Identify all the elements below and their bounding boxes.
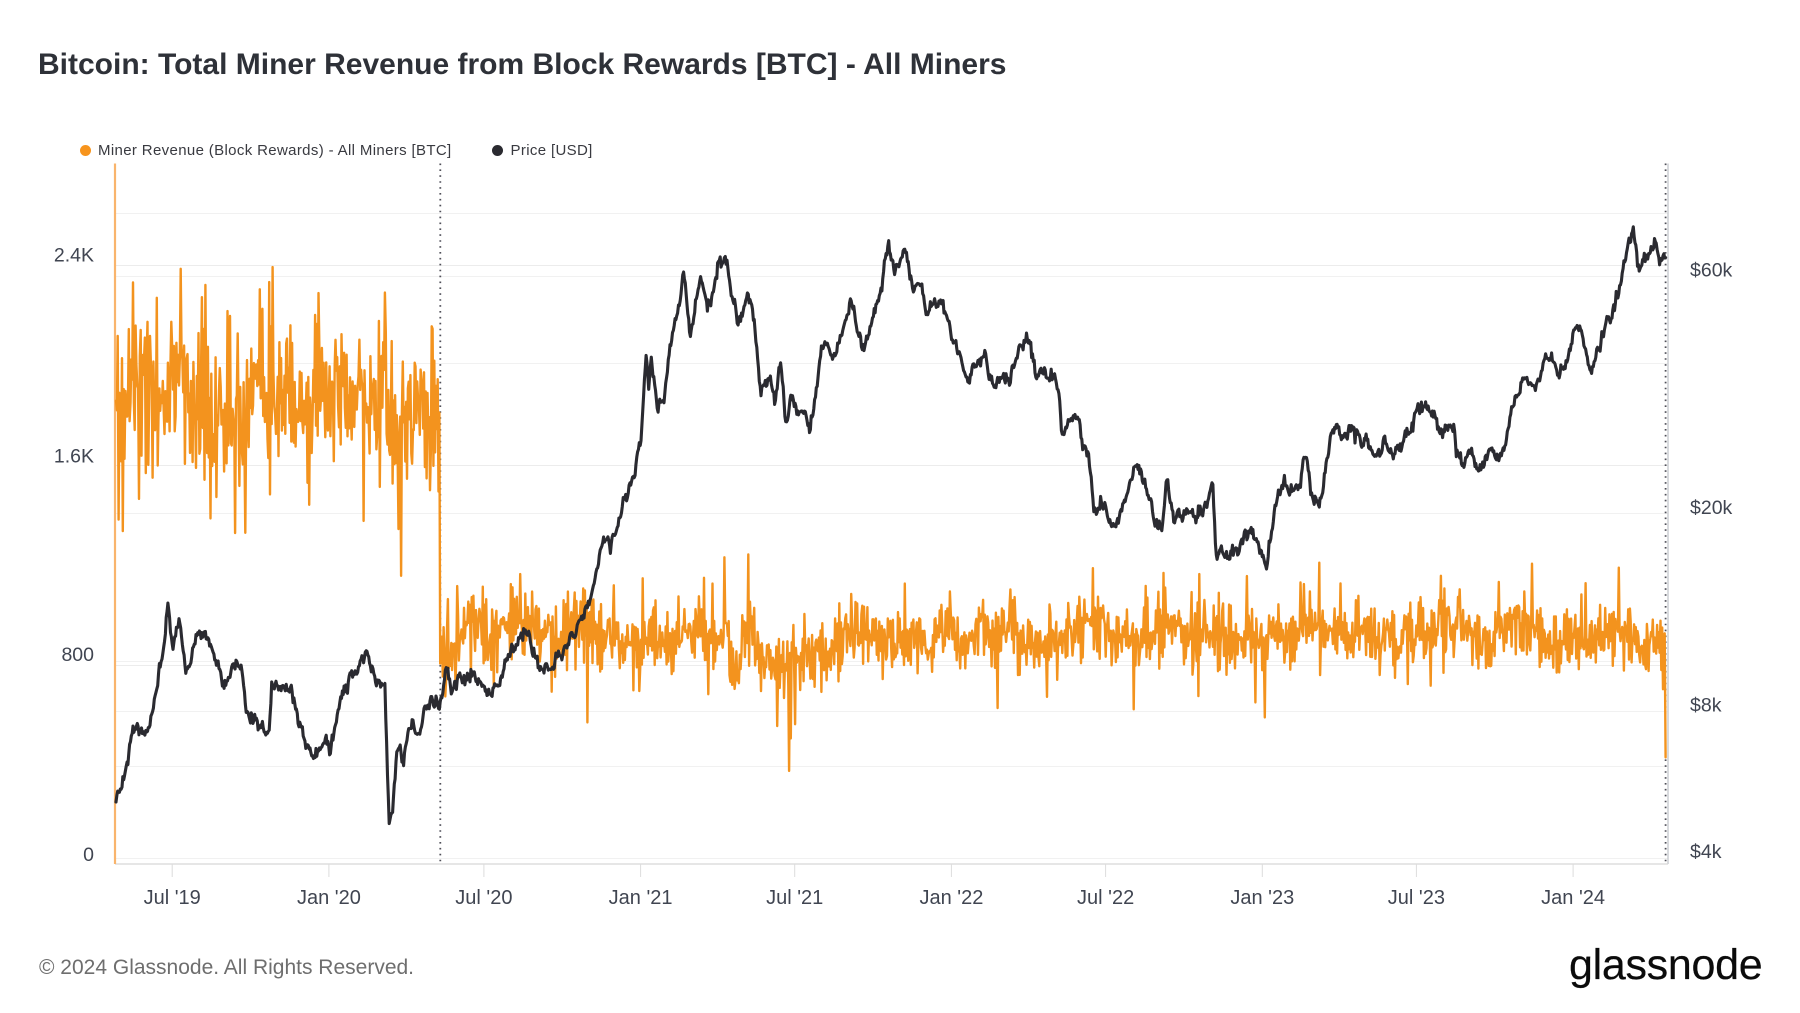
svg-text:$4k: $4k [1690,841,1722,863]
svg-text:800: 800 [61,644,94,666]
svg-text:$60k: $60k [1690,260,1733,282]
svg-text:$20k: $20k [1690,497,1733,519]
svg-text:1.6K: 1.6K [54,446,94,468]
svg-text:2.4K: 2.4K [54,244,94,266]
svg-text:0: 0 [83,844,94,866]
svg-text:$8k: $8k [1690,695,1722,717]
